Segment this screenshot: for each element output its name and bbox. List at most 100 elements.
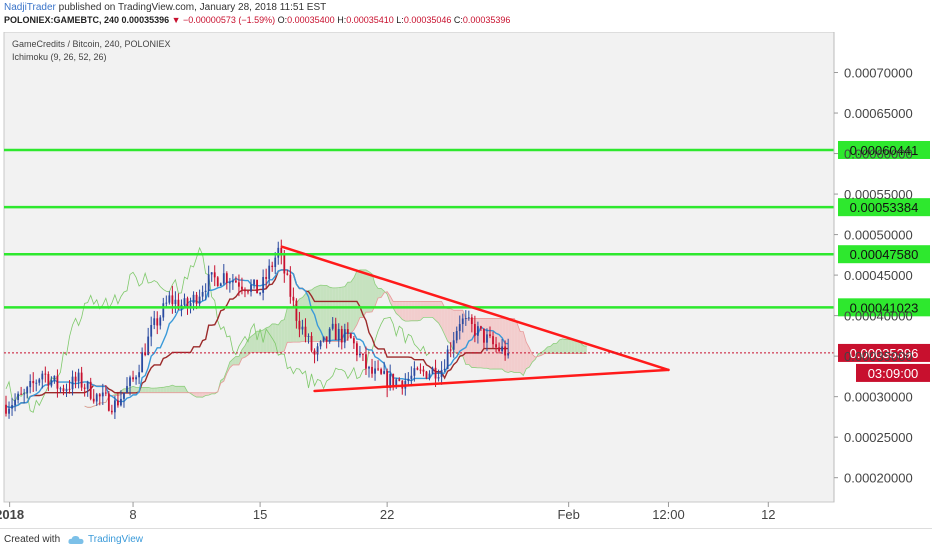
cloud-segment <box>511 318 514 372</box>
close-label: C: <box>454 15 463 25</box>
cloud-segment <box>181 386 184 392</box>
cloud-segment <box>287 308 290 343</box>
x-tick-label: 2018 <box>0 507 24 522</box>
close-value: 0.00035396 <box>463 15 511 25</box>
candle-body <box>162 303 164 317</box>
candle-body <box>459 324 461 331</box>
candle-body <box>114 400 116 412</box>
candle-body <box>468 317 470 318</box>
candle-body <box>223 273 225 283</box>
chart-header: NadjiTrader published on TradingView.com… <box>0 0 932 30</box>
cloud-segment <box>448 309 451 344</box>
candle-body <box>141 352 143 372</box>
cloud-segment <box>554 343 557 353</box>
candle-body <box>486 334 488 342</box>
cloud-segment <box>142 387 145 392</box>
candle-body <box>69 389 71 390</box>
candle-body <box>504 346 506 355</box>
cloud-segment <box>154 388 157 393</box>
candle-body <box>159 317 161 325</box>
candle-body <box>420 370 422 371</box>
x-tick-label: 8 <box>129 507 136 522</box>
candle-body <box>308 336 310 337</box>
candle-body <box>129 377 131 386</box>
x-tick-label: 12 <box>761 507 775 522</box>
candle-body <box>220 283 222 286</box>
candle-body <box>29 381 31 387</box>
candle-body <box>338 329 340 340</box>
candle-body <box>229 282 231 283</box>
cloud-segment <box>430 301 433 317</box>
candle-body <box>35 383 37 384</box>
tradingview-link[interactable]: TradingView <box>88 534 143 545</box>
candle-body <box>480 326 482 328</box>
tradingview-cloud-icon <box>68 535 84 545</box>
candle-body <box>426 372 428 379</box>
y-tick-label: 0.00050000 <box>844 228 913 243</box>
cloud-segment <box>405 301 408 321</box>
candle-body <box>501 346 503 351</box>
candle-body <box>277 248 279 258</box>
level-label: 0.00047580 <box>850 247 919 262</box>
candle-body <box>444 369 446 370</box>
candle-body <box>174 300 176 304</box>
candle-body <box>199 297 201 304</box>
candle-body <box>90 382 92 399</box>
candle-body <box>238 282 240 286</box>
candle-body <box>14 400 16 405</box>
candle-body <box>53 376 55 380</box>
cloud-segment <box>266 327 269 353</box>
cloud-segment <box>254 331 257 352</box>
y-tick-label: 0.00065000 <box>844 106 913 121</box>
candle-body <box>108 393 110 410</box>
candle-body <box>416 368 418 369</box>
candle-body <box>123 393 125 399</box>
candle-body <box>214 272 216 277</box>
price-change: ▼ −0.00000573 (−1.59%) <box>172 15 275 25</box>
cloud-segment <box>520 332 523 376</box>
y-tick-label: 0.00030000 <box>844 390 913 405</box>
candle-body <box>232 281 234 283</box>
y-tick-label: 0.00070000 <box>844 66 913 81</box>
candle-body <box>244 289 246 291</box>
candle-body <box>305 327 307 337</box>
candle-body <box>295 301 297 321</box>
candle-body <box>410 376 412 379</box>
cloud-segment <box>569 340 572 354</box>
cloud-segment <box>563 339 566 354</box>
candle-body <box>359 354 361 355</box>
candle-body <box>57 376 59 389</box>
candle-body <box>105 393 107 394</box>
open-value: 0.00035400 <box>287 15 335 25</box>
candle-body <box>81 373 83 388</box>
candle-body <box>99 394 101 396</box>
candle-body <box>465 318 467 319</box>
low-label: L: <box>396 15 404 25</box>
candle-body <box>241 287 243 290</box>
author-link[interactable]: NadjiTrader <box>4 2 56 13</box>
candle-body <box>450 350 452 351</box>
candle-body <box>380 369 382 374</box>
candle-body <box>38 379 40 382</box>
created-with-text: Created with <box>4 534 60 545</box>
cloud-segment <box>357 270 360 325</box>
cloud-segment <box>175 386 178 392</box>
candle-body <box>274 258 276 267</box>
candle-body <box>347 329 349 334</box>
footer: Created with TradingView <box>0 528 932 551</box>
candle-body <box>250 285 252 292</box>
price-chart[interactable]: 0.000604410.000533840.000475800.00041023… <box>0 32 932 528</box>
candle-body <box>283 255 285 274</box>
chart-legend: GameCredits / Bitcoin, 240, POLONIEX Ich… <box>12 38 171 64</box>
candle-body <box>8 409 10 414</box>
candle-body <box>474 324 476 336</box>
candle-body <box>41 374 43 380</box>
candle-body <box>156 318 158 325</box>
candle-body <box>226 273 228 283</box>
candle-body <box>26 387 28 393</box>
candle-body <box>117 400 119 405</box>
candle-body <box>196 295 198 304</box>
candle-body <box>78 373 80 382</box>
cloud-segment <box>151 388 154 393</box>
